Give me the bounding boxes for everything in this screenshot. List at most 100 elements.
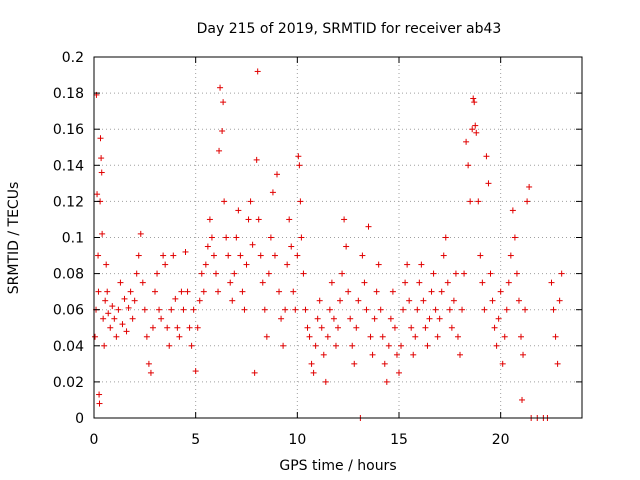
data-point bbox=[133, 270, 140, 277]
data-point bbox=[149, 324, 156, 331]
data-point bbox=[310, 369, 317, 376]
x-tick-label: 15 bbox=[390, 432, 408, 448]
data-point bbox=[251, 369, 258, 376]
data-point bbox=[396, 369, 402, 376]
data-point bbox=[320, 351, 327, 358]
data-point bbox=[473, 129, 480, 136]
x-tick-label: 0 bbox=[90, 432, 99, 448]
x-tick-label: 10 bbox=[288, 432, 306, 448]
data-point bbox=[174, 324, 181, 331]
data-point bbox=[297, 198, 304, 205]
data-point bbox=[111, 315, 118, 322]
data-point bbox=[115, 306, 122, 313]
data-point bbox=[472, 122, 479, 129]
data-point bbox=[422, 324, 429, 331]
data-point bbox=[194, 324, 201, 331]
data-point bbox=[255, 216, 262, 223]
data-point bbox=[343, 243, 350, 250]
data-point bbox=[102, 297, 109, 304]
x-tick-label: 20 bbox=[492, 432, 510, 448]
data-point bbox=[365, 223, 372, 230]
data-point bbox=[430, 270, 437, 277]
data-point bbox=[227, 279, 234, 286]
data-point bbox=[454, 333, 461, 340]
data-point bbox=[550, 306, 557, 313]
data-point bbox=[92, 333, 99, 340]
data-point bbox=[204, 243, 211, 250]
data-point bbox=[379, 333, 386, 340]
data-point bbox=[119, 321, 126, 328]
data-point bbox=[552, 333, 559, 340]
data-point bbox=[200, 288, 207, 295]
data-point bbox=[220, 99, 227, 106]
data-point bbox=[381, 360, 388, 367]
data-point bbox=[308, 360, 315, 367]
data-point bbox=[198, 270, 205, 277]
data-point bbox=[109, 303, 116, 310]
data-point bbox=[196, 297, 203, 304]
data-point bbox=[461, 270, 468, 277]
chart-title: Day 215 of 2019, SRMTID for receiver ab4… bbox=[197, 21, 502, 37]
data-point bbox=[410, 351, 417, 358]
data-point bbox=[326, 306, 333, 313]
data-point bbox=[127, 288, 134, 295]
data-point bbox=[406, 297, 413, 304]
data-point bbox=[208, 234, 215, 241]
data-point bbox=[96, 400, 103, 407]
data-point bbox=[548, 279, 555, 286]
data-point bbox=[152, 288, 158, 295]
data-point bbox=[170, 252, 177, 259]
data-point bbox=[239, 288, 246, 295]
data-point bbox=[556, 297, 563, 304]
data-point bbox=[367, 333, 374, 340]
data-point bbox=[404, 261, 411, 268]
data-point bbox=[475, 198, 482, 205]
data-point bbox=[314, 315, 321, 322]
data-point bbox=[298, 234, 305, 241]
data-point bbox=[263, 333, 270, 340]
data-point bbox=[147, 369, 154, 376]
data-point bbox=[95, 252, 102, 259]
data-point bbox=[432, 306, 439, 313]
data-point bbox=[145, 360, 152, 367]
data-point bbox=[497, 288, 504, 295]
data-point bbox=[369, 351, 376, 358]
data-point bbox=[300, 270, 307, 277]
data-point bbox=[414, 306, 421, 313]
data-point bbox=[282, 306, 289, 313]
data-point bbox=[97, 135, 104, 142]
data-point bbox=[345, 288, 352, 295]
data-point bbox=[349, 342, 356, 349]
data-point bbox=[493, 342, 500, 349]
data-point bbox=[335, 324, 341, 331]
data-point bbox=[503, 306, 510, 313]
data-point bbox=[515, 297, 522, 304]
data-point bbox=[294, 252, 301, 259]
y-tick-label: 0.12 bbox=[53, 194, 84, 210]
data-point bbox=[231, 270, 238, 277]
data-point bbox=[166, 342, 173, 349]
data-point bbox=[172, 295, 179, 302]
data-point bbox=[296, 162, 303, 169]
data-point bbox=[160, 252, 167, 259]
data-points bbox=[92, 68, 565, 421]
data-point bbox=[353, 324, 360, 331]
data-point bbox=[359, 252, 366, 259]
data-point bbox=[180, 306, 187, 313]
data-point bbox=[389, 288, 396, 295]
data-point bbox=[188, 342, 195, 349]
data-point bbox=[328, 279, 335, 286]
data-point bbox=[420, 297, 427, 304]
data-point bbox=[100, 315, 107, 322]
data-point bbox=[104, 288, 111, 295]
data-point bbox=[276, 288, 283, 295]
data-point bbox=[190, 306, 197, 313]
data-point bbox=[269, 189, 276, 196]
data-point bbox=[107, 324, 114, 331]
data-point bbox=[408, 324, 415, 331]
data-point bbox=[499, 360, 506, 367]
data-point bbox=[131, 297, 138, 304]
data-point bbox=[304, 324, 311, 331]
data-point bbox=[434, 333, 441, 340]
data-point bbox=[271, 252, 278, 259]
